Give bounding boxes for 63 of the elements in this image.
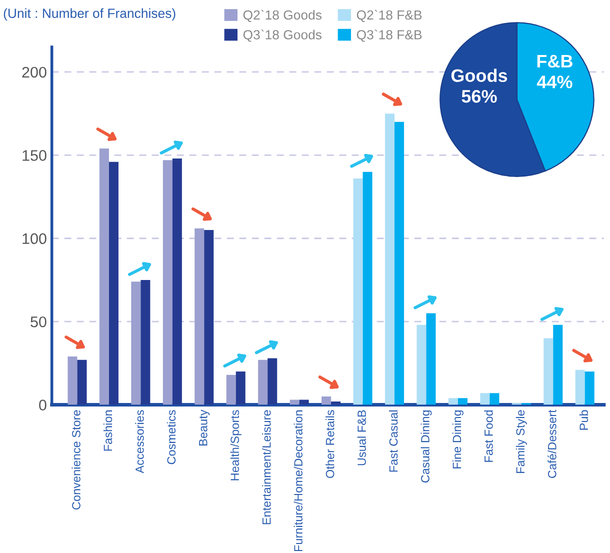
x-tick-label: Entertainment/Leisure bbox=[262, 410, 271, 524]
x-tick-label: Fast Casual bbox=[389, 410, 398, 472]
bar bbox=[68, 356, 78, 405]
bar bbox=[353, 178, 363, 405]
x-tick-label: Usual F&B bbox=[357, 410, 366, 466]
bar bbox=[131, 282, 141, 405]
bar bbox=[268, 358, 278, 405]
x-tick-label: Cosmetics bbox=[166, 410, 176, 464]
bar bbox=[490, 393, 500, 405]
bar bbox=[99, 148, 109, 405]
x-tick-label: Pub bbox=[579, 410, 588, 430]
x-tick-label: Furniture/Home/Decoration bbox=[294, 410, 302, 552]
bar bbox=[258, 360, 268, 405]
bar bbox=[140, 280, 150, 405]
x-tick-label: Convenience Store bbox=[72, 410, 80, 510]
legend-label: Q2`18 Goods bbox=[243, 10, 322, 22]
x-tick-label: Health/Sports bbox=[230, 410, 242, 480]
bar bbox=[331, 401, 341, 405]
x-tick-label: Fashion bbox=[103, 410, 112, 451]
bar bbox=[480, 393, 490, 405]
x-tick-label: Other Retails bbox=[326, 410, 334, 478]
bar bbox=[290, 400, 300, 405]
x-tick-label: Fine Dining bbox=[452, 410, 464, 468]
slice-label: Goods bbox=[451, 68, 508, 82]
bar bbox=[226, 374, 236, 405]
y-tick-label: 150 bbox=[22, 150, 46, 161]
data-label: 44% bbox=[536, 76, 572, 88]
bar bbox=[458, 398, 468, 405]
slice-label: F&B bbox=[537, 54, 572, 68]
legend-label: Q3`18 F&B bbox=[356, 30, 422, 42]
bar bbox=[299, 400, 309, 405]
bar bbox=[204, 230, 214, 405]
x-tick-label: Family Style bbox=[516, 410, 527, 473]
y-tick-label: 200 bbox=[22, 66, 46, 78]
bar bbox=[77, 360, 87, 405]
y-tick-label: 50 bbox=[30, 316, 46, 328]
y-tick-label: 100 bbox=[22, 233, 46, 244]
bar bbox=[384, 114, 394, 405]
chart-title: (Unit : Number of Franchises) bbox=[4, 8, 176, 21]
x-tick-label: Fast Food bbox=[484, 410, 493, 462]
bar bbox=[194, 228, 204, 405]
bar bbox=[172, 158, 182, 405]
legend-label: Q3`18 Goods bbox=[243, 30, 322, 42]
y-tick-label: 0 bbox=[39, 400, 46, 410]
bar bbox=[426, 313, 436, 405]
bar bbox=[322, 396, 332, 405]
x-tick-label: Casual Dining bbox=[420, 410, 432, 483]
bar bbox=[394, 122, 404, 405]
bar bbox=[236, 372, 246, 405]
bar bbox=[448, 398, 458, 405]
data-label: 56% bbox=[462, 90, 497, 103]
x-tick-label: Beauty bbox=[199, 410, 210, 446]
bar bbox=[553, 324, 563, 405]
bar bbox=[362, 172, 372, 405]
bar bbox=[575, 370, 585, 405]
bar bbox=[108, 162, 118, 405]
legend-label: Q2`18 F&B bbox=[356, 10, 422, 22]
bar bbox=[416, 324, 426, 405]
bar bbox=[544, 338, 554, 405]
x-tick-label: Accessories bbox=[135, 410, 144, 474]
bar bbox=[162, 160, 172, 405]
bar bbox=[584, 372, 594, 405]
x-tick-label: Café/Dessert bbox=[547, 410, 556, 478]
